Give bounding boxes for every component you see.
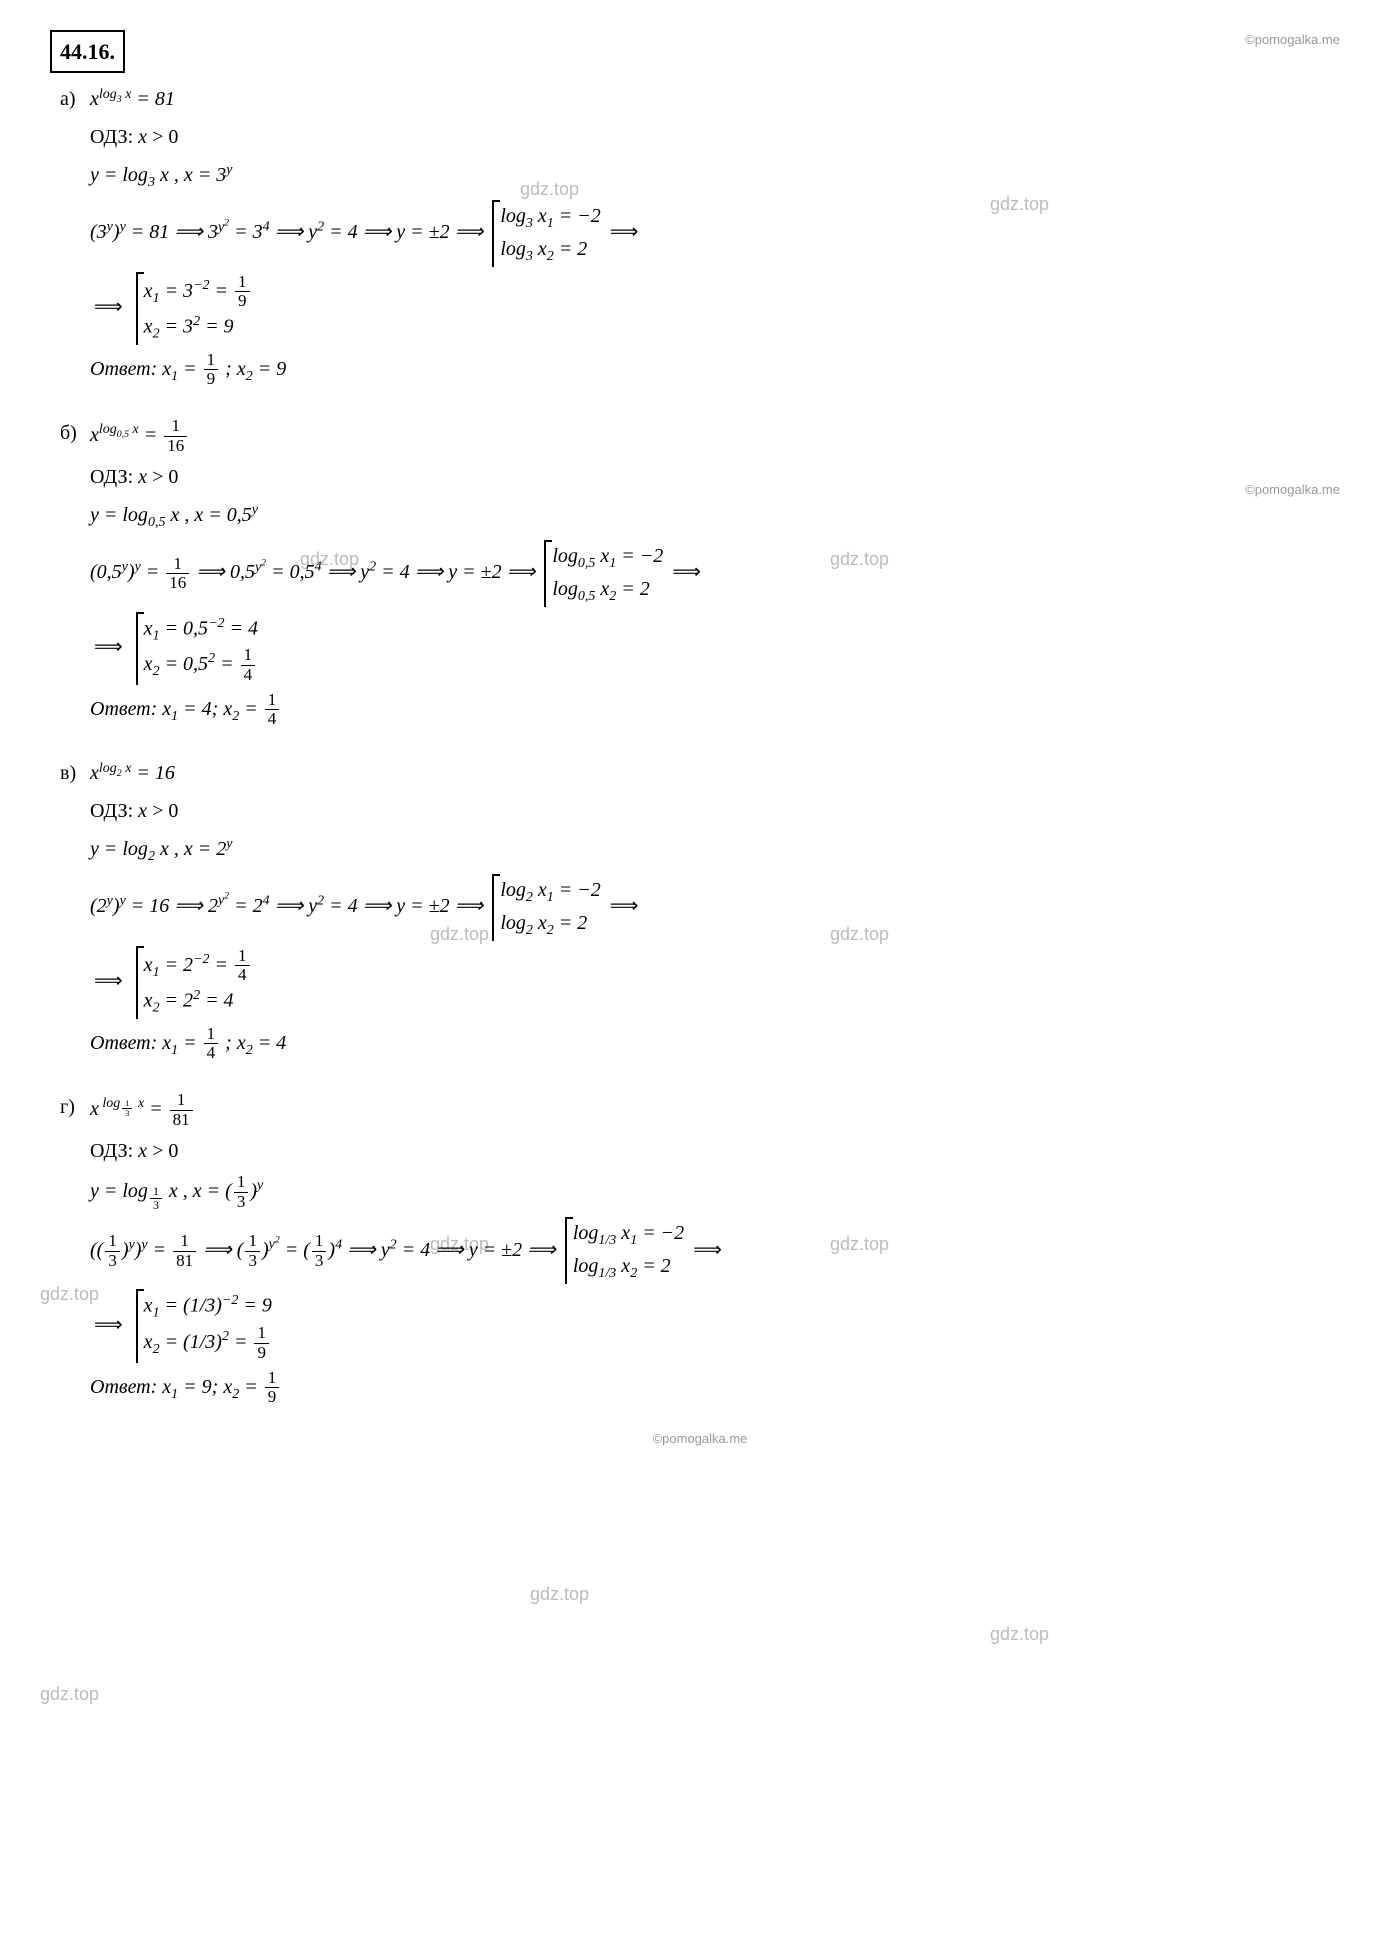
- domain-restriction: ОДЗ: x > 0: [90, 1135, 1350, 1167]
- system-row: log1/3 x1 = −2: [573, 1218, 684, 1251]
- result-system: ⟹ x1 = 3−2 = 19 x2 = 32 = 9: [90, 273, 1350, 345]
- chain: (3y)y = 81 ⟹ 3y2 = 34 ⟹ y2 = 4 ⟹ y = ±2 …: [90, 201, 1350, 267]
- system-row: log2 x2 = 2: [500, 908, 600, 941]
- part-label: б): [60, 417, 77, 449]
- system-2: x1 = (1/3)−2 = 9 x2 = (1/3)2 = 19: [136, 1290, 272, 1362]
- system-1: log3 x1 = −2 log3 x2 = 2: [492, 201, 600, 267]
- substitution: y = log3 x , x = 3y: [90, 159, 1350, 194]
- system-row: x2 = 22 = 4: [144, 985, 252, 1019]
- domain-restriction: ОДЗ: x > 0: [90, 461, 1350, 493]
- system-row: log0,5 x2 = 2: [552, 574, 663, 607]
- gdz-watermark: gdz.top: [40, 1680, 99, 1709]
- system-2: x1 = 2−2 = 14 x2 = 22 = 4: [136, 947, 252, 1019]
- part-d: г) x log13 x = 181 ОДЗ: x > 0 y = log13 …: [90, 1091, 1350, 1407]
- part-b: б) xlog0,5 x = 116 ОДЗ: x > 0 y = log0,5…: [90, 417, 1350, 729]
- system-row: x1 = 2−2 = 14: [144, 947, 252, 985]
- equation: xlog2 x = 16: [90, 757, 1350, 789]
- part-c: в) xlog2 x = 16 ОДЗ: x > 0 y = log2 x , …: [90, 757, 1350, 1063]
- problem-number: 44.16: [50, 30, 125, 73]
- system-2: x1 = 0,5−2 = 4 x2 = 0,52 = 14: [136, 613, 258, 685]
- substitution: y = log13 x , x = (13)y: [90, 1173, 1350, 1212]
- system-1: log2 x1 = −2 log2 x2 = 2: [492, 875, 600, 941]
- answer: Ответ: x1 = 14 ; x2 = 4: [90, 1025, 1350, 1063]
- equation: xlog0,5 x = 116: [90, 417, 1350, 455]
- chain: (2y)y = 16 ⟹ 2y2 = 24 ⟹ y2 = 4 ⟹ y = ±2 …: [90, 875, 1350, 941]
- result-system: ⟹ x1 = 0,5−2 = 4 x2 = 0,52 = 14: [90, 613, 1350, 685]
- system-row: x2 = (1/3)2 = 19: [144, 1324, 272, 1362]
- domain-restriction: ОДЗ: x > 0: [90, 795, 1350, 827]
- system-row: log3 x2 = 2: [500, 234, 600, 267]
- equation: xlog3 x = 81: [90, 83, 1350, 115]
- system-row: x2 = 0,52 = 14: [144, 646, 258, 684]
- result-system: ⟹ x1 = 2−2 = 14 x2 = 22 = 4: [90, 947, 1350, 1019]
- system-row: log0,5 x1 = −2: [552, 541, 663, 574]
- chain-text: (0,5y)y = 116 ⟹ 0,5y2 = 0,54 ⟹ y2 = 4 ⟹ …: [90, 561, 535, 583]
- watermark-brand: ©pomogalka.me: [1245, 30, 1340, 51]
- system-row: x1 = 0,5−2 = 4: [144, 613, 258, 647]
- part-a: а) xlog3 x = 81 ОДЗ: x > 0 y = log3 x , …: [90, 83, 1350, 389]
- substitution: y = log2 x , x = 2y: [90, 833, 1350, 868]
- part-label: а): [60, 83, 76, 115]
- equation: x log13 x = 181: [90, 1091, 1350, 1129]
- system-1: log1/3 x1 = −2 log1/3 x2 = 2: [565, 1218, 684, 1284]
- domain-restriction: ОДЗ: x > 0: [90, 121, 1350, 153]
- answer: Ответ: x1 = 19 ; x2 = 9: [90, 351, 1350, 389]
- answer: Ответ: x1 = 9; x2 = 19: [90, 1369, 1350, 1407]
- gdz-watermark: gdz.top: [530, 1580, 589, 1609]
- chain-text: ((13)y)y = 181 ⟹ (13)y2 = (13)4 ⟹ y2 = 4…: [90, 1239, 556, 1261]
- chain: (0,5y)y = 116 ⟹ 0,5y2 = 0,54 ⟹ y2 = 4 ⟹ …: [90, 541, 1350, 607]
- result-system: ⟹ x1 = (1/3)−2 = 9 x2 = (1/3)2 = 19: [90, 1290, 1350, 1362]
- chain: ((13)y)y = 181 ⟹ (13)y2 = (13)4 ⟹ y2 = 4…: [90, 1218, 1350, 1284]
- chain-text: (2y)y = 16 ⟹ 2y2 = 24 ⟹ y2 = 4 ⟹ y = ±2 …: [90, 895, 483, 917]
- answer: Ответ: x1 = 4; x2 = 14: [90, 691, 1350, 729]
- gdz-watermark: gdz.top: [990, 1620, 1049, 1649]
- substitution: y = log0,5 x , x = 0,5y: [90, 499, 1350, 534]
- system-row: log1/3 x2 = 2: [573, 1251, 684, 1284]
- system-row: x2 = 32 = 9: [144, 311, 252, 345]
- system-row: log3 x1 = −2: [500, 201, 600, 234]
- part-label: г): [60, 1091, 75, 1123]
- system-1: log0,5 x1 = −2 log0,5 x2 = 2: [544, 541, 663, 607]
- system-row: x1 = 3−2 = 19: [144, 273, 252, 311]
- watermark-brand: ©pomogalka.me: [653, 1429, 748, 1450]
- part-label: в): [60, 757, 76, 789]
- system-2: x1 = 3−2 = 19 x2 = 32 = 9: [136, 273, 252, 345]
- system-row: x1 = (1/3)−2 = 9: [144, 1290, 272, 1324]
- chain-text: (3y)y = 81 ⟹ 3y2 = 34 ⟹ y2 = 4 ⟹ y = ±2 …: [90, 221, 483, 243]
- system-row: log2 x1 = −2: [500, 875, 600, 908]
